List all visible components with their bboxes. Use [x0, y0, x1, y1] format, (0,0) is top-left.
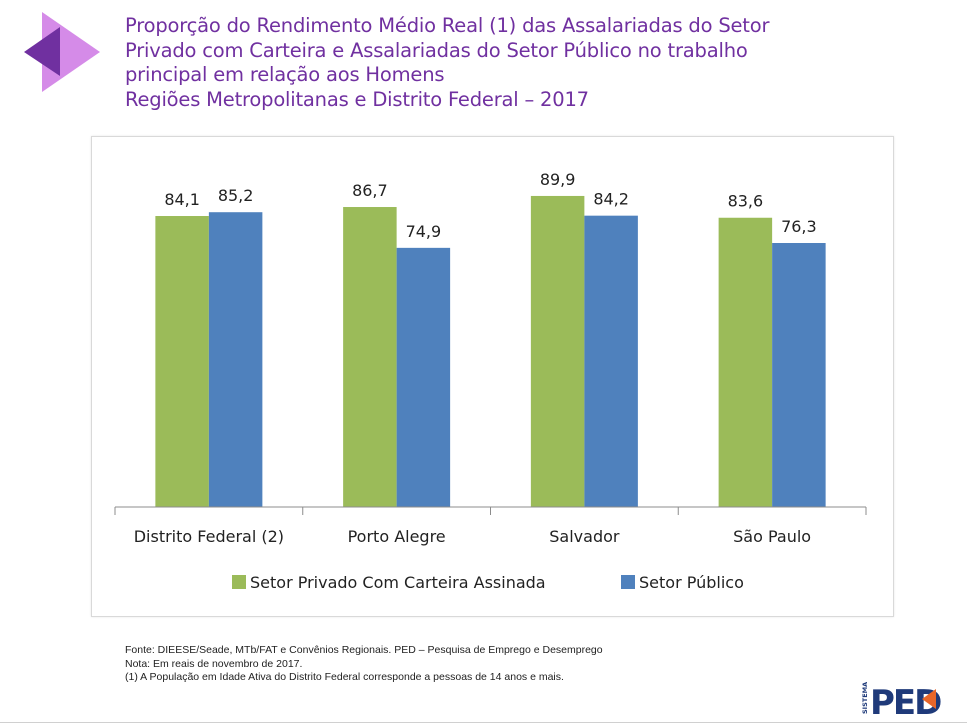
category-label: São Paulo — [733, 527, 811, 546]
decorative-triangle-logo — [24, 12, 100, 92]
legend: Setor Privado Com Carteira Assinada Setor… — [232, 573, 744, 592]
source-note: Fonte: DIEESE/Seade, MTb/FAT e Convênios… — [125, 644, 603, 656]
legend-label: Setor Público — [639, 573, 744, 592]
bar-setor-publico — [208, 212, 263, 507]
data-label: 76,3 — [781, 217, 817, 236]
bar-setor-publico — [396, 247, 451, 507]
data-label: 74,9 — [406, 222, 442, 241]
data-label: 84,2 — [593, 190, 629, 209]
currency-note: Nota: Em reais de novembro de 2017. — [125, 657, 303, 670]
data-label: 89,9 — [540, 170, 576, 189]
legend-swatch — [621, 575, 635, 589]
bar-setor-privado — [530, 195, 585, 508]
data-label: 86,7 — [352, 181, 388, 200]
footnote-1: (1) A População em Idade Ativa do Distri… — [125, 671, 564, 684]
title-line: Proporção do Rendimento Médio Real (1) d… — [125, 14, 770, 37]
ped-logo-subtext: SISTEMA — [861, 682, 869, 714]
bottom-divider — [0, 722, 967, 723]
bar-setor-publico — [772, 243, 826, 507]
bars-group — [155, 195, 826, 508]
x-axis — [114, 506, 867, 515]
data-label: 84,1 — [164, 190, 200, 209]
bar-setor-publico — [584, 215, 638, 507]
title-line: Regiões Metropolitanas e Distrito Federa… — [125, 87, 589, 111]
legend-swatch — [232, 575, 246, 589]
ped-logo: SISTEMA PED — [861, 682, 943, 718]
ped-logo-arrow-icon — [922, 689, 936, 709]
category-label: Salvador — [549, 527, 620, 546]
page-title: Proporção do Rendimento Médio Real (1) d… — [125, 14, 925, 112]
logo-dark-triangle-icon — [24, 27, 60, 76]
title-line: Privado com Carteira e Assalariadas do S… — [125, 38, 748, 62]
bar-setor-privado — [155, 216, 209, 507]
category-label: Porto Alegre — [348, 527, 446, 546]
bar-setor-privado — [718, 217, 773, 507]
bar-setor-privado — [343, 207, 397, 507]
data-label: 85,2 — [218, 186, 254, 205]
footnotes: Fonte: DIEESE/Seade, MTb/FAT e Convênios… — [125, 644, 603, 685]
data-label: 83,6 — [728, 192, 764, 211]
data-labels-group: 84,1 85,2 86,7 74,9 89,9 84,2 83,6 76,3 — [164, 170, 816, 241]
category-labels-group: Distrito Federal (2) Porto Alegre Salvador… — [134, 527, 811, 546]
category-label: Distrito Federal (2) — [134, 527, 284, 546]
legend-label: Setor Privado Com Carteira Assinada — [250, 573, 546, 592]
title-line: principal em relação aos Homens — [125, 63, 445, 86]
